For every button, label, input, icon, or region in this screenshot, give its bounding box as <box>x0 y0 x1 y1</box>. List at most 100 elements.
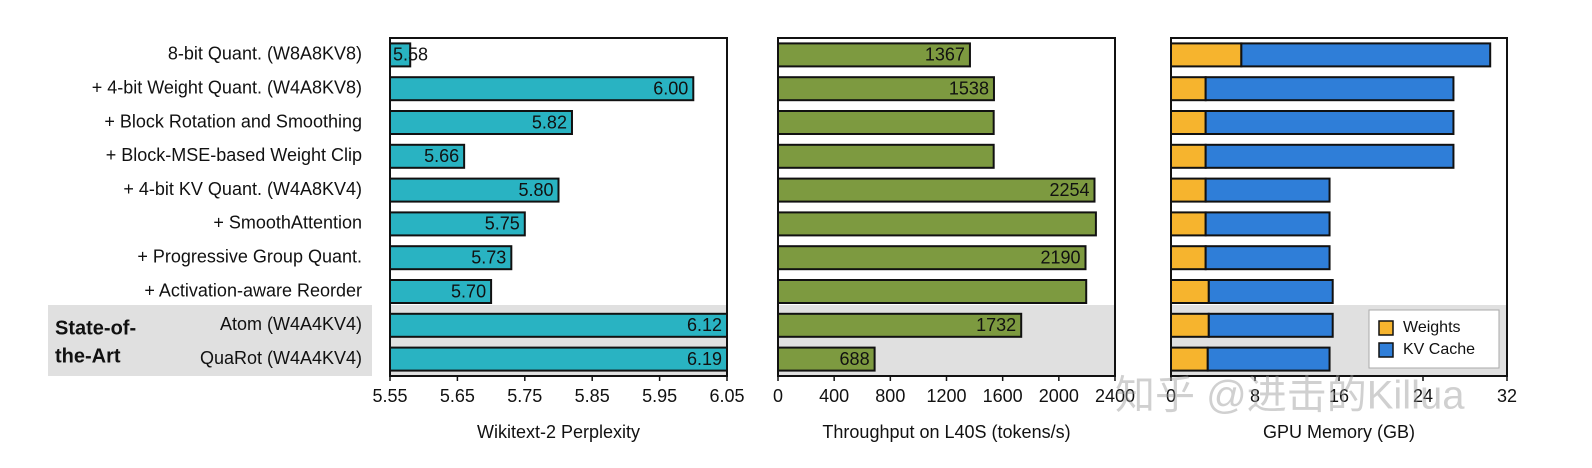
bar <box>778 42 971 68</box>
category-label: + 4-bit Weight Quant. (W4A8KV8) <box>92 77 362 97</box>
x-tick-label: 0 <box>1166 386 1176 406</box>
group-label: the-Art <box>55 345 121 367</box>
bar-segment <box>1204 211 1331 237</box>
bar-segment <box>1207 312 1334 338</box>
x-tick-label: 5.95 <box>642 386 677 406</box>
bar-segment <box>1204 143 1455 169</box>
bar-segment <box>1171 110 1207 135</box>
bar <box>778 245 1087 271</box>
group-band <box>48 305 372 376</box>
x-axis-label: GPU Memory (GB) <box>1263 422 1415 442</box>
x-axis-label: Wikitext-2 Perplexity <box>477 422 640 442</box>
panel-frame <box>389 37 728 377</box>
value-label: 1732 <box>976 315 1016 335</box>
bar <box>390 211 526 237</box>
x-tick-label: 2400 <box>1095 386 1135 406</box>
bar <box>390 346 727 372</box>
legend-box <box>1368 309 1500 369</box>
x-tick-label: 6.05 <box>709 386 744 406</box>
bar-segment <box>1206 346 1331 372</box>
bar-segment <box>1171 211 1207 237</box>
value-label: 6.00 <box>653 78 688 98</box>
bar-segment <box>1204 177 1331 203</box>
x-axis-label: Throughput on L40S (tokens/s) <box>822 422 1070 442</box>
value-label: 6.12 <box>687 315 722 335</box>
bar-segment <box>1171 312 1210 338</box>
bar <box>390 312 727 338</box>
x-tick-label: 5.75 <box>507 386 542 406</box>
bar-segment <box>1171 143 1207 169</box>
value-label: 5.73 <box>471 247 506 267</box>
bar <box>390 177 560 203</box>
legend-swatch <box>1378 342 1394 358</box>
x-tick-label: 24 <box>1413 386 1433 406</box>
watermark: 知乎 @进击的Killua <box>1115 374 1465 418</box>
bar <box>778 76 995 102</box>
value-label: 5.66 <box>424 146 459 166</box>
bars <box>1171 42 1492 372</box>
x-tick-label: 400 <box>819 386 849 406</box>
value-label: 688 <box>840 349 870 369</box>
x-tick-label: 5.85 <box>575 386 610 406</box>
value-label: 1538 <box>949 78 989 98</box>
panel-frame <box>777 37 1116 377</box>
bar-segment <box>1204 110 1455 135</box>
category-label: + Progressive Group Quant. <box>137 246 362 266</box>
x-tick-label: 800 <box>875 386 905 406</box>
bars <box>778 42 1097 372</box>
bar <box>390 76 695 102</box>
category-label: Atom (W4A4KV4) <box>220 314 362 334</box>
value-label: 2190 <box>1040 247 1080 267</box>
bar <box>390 279 493 304</box>
group-label: State-of- <box>55 317 136 339</box>
value-label: 5.58 <box>393 45 428 65</box>
bar <box>390 143 466 169</box>
x-tick-label: 0 <box>773 386 783 406</box>
x-tick-label: 16 <box>1329 386 1349 406</box>
legend-label: KV Cache <box>1403 341 1475 358</box>
category-label: + SmoothAttention <box>213 213 362 233</box>
value-label: 2254 <box>1049 180 1089 200</box>
category-label: + Activation-aware Reorder <box>144 280 362 300</box>
bar-segment <box>1240 42 1492 68</box>
bar <box>390 110 573 135</box>
bar-segment <box>1171 177 1207 203</box>
bar <box>778 110 995 135</box>
bar-segment <box>1171 42 1243 68</box>
category-label: + Block-MSE-based Weight Clip <box>106 145 362 165</box>
legend-label: Weights <box>1403 319 1461 336</box>
bar-segment <box>1171 76 1207 102</box>
x-tick-label: 5.55 <box>372 386 407 406</box>
bar-segment <box>1171 245 1207 271</box>
bar <box>390 245 513 271</box>
x-tick-label: 2000 <box>1039 386 1079 406</box>
value-label: 5.80 <box>518 180 553 200</box>
bar <box>390 42 412 68</box>
value-label: 5.82 <box>532 112 567 132</box>
value-label: 5.75 <box>485 214 520 234</box>
value-label: 5.70 <box>451 281 486 301</box>
category-label: + 4-bit KV Quant. (W4A8KV4) <box>123 179 362 199</box>
bar-segment <box>1171 346 1209 372</box>
category-label: QuaRot (W4A4KV4) <box>200 348 362 368</box>
x-tick-label: 1600 <box>983 386 1023 406</box>
bar <box>778 143 995 169</box>
bar <box>778 279 1088 304</box>
bar-segment <box>1204 76 1455 102</box>
category-label: + Block Rotation and Smoothing <box>104 111 362 131</box>
bar-segment <box>1207 279 1334 304</box>
panel-frame <box>1170 37 1508 377</box>
x-tick-label: 32 <box>1497 386 1517 406</box>
bar <box>778 312 1023 338</box>
bar <box>778 177 1096 203</box>
value-label: 6.19 <box>687 349 722 369</box>
category-label: 8-bit Quant. (W8A8KV8) <box>168 44 362 64</box>
x-tick-label: 1200 <box>926 386 966 406</box>
bar <box>778 211 1097 237</box>
legend-swatch <box>1378 320 1394 336</box>
x-tick-label: 5.65 <box>440 386 475 406</box>
bar-segment <box>1171 279 1210 304</box>
bars <box>390 42 727 372</box>
value-label: 1367 <box>925 45 965 65</box>
